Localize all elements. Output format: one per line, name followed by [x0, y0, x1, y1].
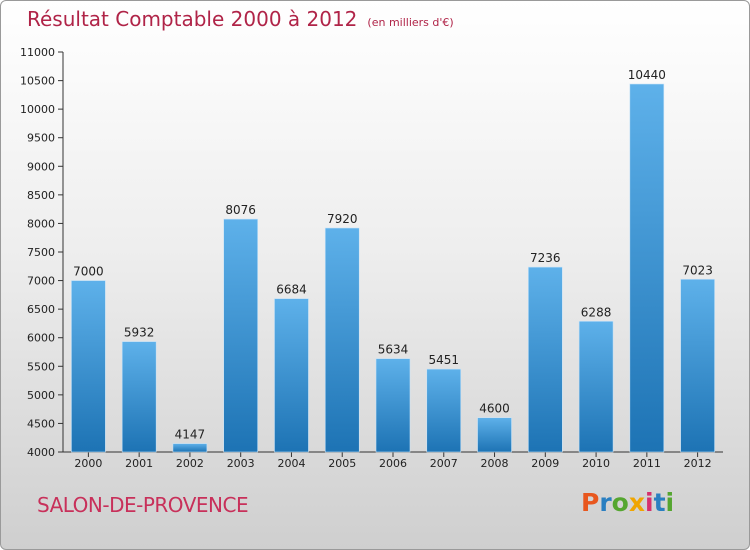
bar-2006 — [375, 358, 411, 453]
x-tick-label-2000: 2000 — [74, 457, 102, 470]
logo-letter: o — [611, 488, 629, 517]
y-tick-label: 7500 — [27, 246, 55, 259]
x-tick-label-2003: 2003 — [227, 457, 255, 470]
bar-2003 — [223, 218, 258, 453]
title-text: Résultat Comptable 2000 à 2012 — [27, 7, 358, 31]
x-tick-label-2009: 2009 — [531, 457, 559, 470]
bar-2000 — [71, 280, 106, 453]
logo-letter: t — [653, 488, 666, 517]
data-label-2000: 7000 — [73, 265, 104, 279]
y-tick-label: 8000 — [27, 217, 55, 230]
bar-2008 — [477, 417, 512, 453]
y-tick-label: 7000 — [27, 275, 55, 288]
bar-2009 — [528, 266, 563, 453]
logo-letter: i — [645, 488, 654, 517]
y-tick-label: 5500 — [27, 360, 55, 373]
logo-letter: r — [599, 488, 612, 517]
logo-letter: x — [628, 488, 645, 517]
y-tick-label: 8500 — [27, 189, 55, 202]
x-tick-label-2007: 2007 — [430, 457, 458, 470]
x-tick-label-2011: 2011 — [633, 457, 661, 470]
bar-2004 — [274, 298, 309, 453]
chart-title: Résultat Comptable 2000 à 2012 (en millie… — [27, 7, 454, 31]
y-tick-label: 11000 — [20, 46, 55, 59]
data-label-2001: 5932 — [124, 326, 155, 340]
y-tick-label: 5000 — [27, 389, 55, 402]
bar-2001 — [121, 341, 157, 453]
place-name: SALON-DE-PROVENCE — [37, 493, 249, 517]
logo-letter: i — [665, 488, 675, 517]
bar-2010 — [578, 320, 614, 453]
data-label-2008: 4600 — [479, 402, 510, 416]
y-tick-label: 9000 — [27, 160, 55, 173]
x-tick-label-2001: 2001 — [125, 457, 153, 470]
bar-2011 — [629, 83, 665, 453]
x-tick-label-2002: 2002 — [176, 457, 204, 470]
y-tick-label: 9500 — [27, 132, 55, 145]
proxiti-logo: Proxiti — [581, 488, 674, 517]
x-tick-label-2008: 2008 — [481, 457, 509, 470]
x-tick-label-2005: 2005 — [328, 457, 356, 470]
x-tick-label-2012: 2012 — [684, 457, 712, 470]
bar-2007 — [426, 368, 462, 453]
bar-2012 — [680, 278, 715, 453]
data-label-2010: 6288 — [581, 305, 612, 319]
y-tick-label: 6000 — [27, 332, 55, 345]
logo-letter: P — [581, 488, 600, 517]
data-label-2009: 7236 — [530, 251, 561, 265]
y-tick-label: 4000 — [27, 446, 55, 459]
unit-text: (en milliers d'€) — [367, 16, 454, 29]
data-label-2005: 7920 — [327, 212, 358, 226]
data-label-2011: 10440 — [628, 68, 666, 82]
data-label-2004: 6684 — [276, 283, 307, 297]
y-tick-label: 10500 — [20, 75, 55, 88]
bars: 7000 5932 4147 8076 6684 7920 5634 5451 4600 7236… — [71, 68, 715, 453]
y-tick-label: 4500 — [27, 417, 55, 430]
y-tick-label: 6500 — [27, 303, 55, 316]
y-tick-label: 10000 — [20, 103, 55, 116]
bar-2005 — [324, 227, 360, 453]
data-label-2006: 5634 — [378, 343, 409, 357]
bar-2002 — [172, 443, 208, 453]
data-label-2002: 4147 — [175, 428, 206, 442]
x-tick-label-2004: 2004 — [277, 457, 305, 470]
data-label-2012: 7023 — [682, 263, 713, 277]
x-tick-label-2006: 2006 — [379, 457, 407, 470]
data-label-2007: 5451 — [428, 353, 459, 367]
data-label-2003: 8076 — [225, 203, 256, 217]
x-tick-label-2010: 2010 — [582, 457, 610, 470]
axes: 4000 4500 5000 5500 6000 6500 7000 7500 8000 8500… — [20, 46, 723, 470]
